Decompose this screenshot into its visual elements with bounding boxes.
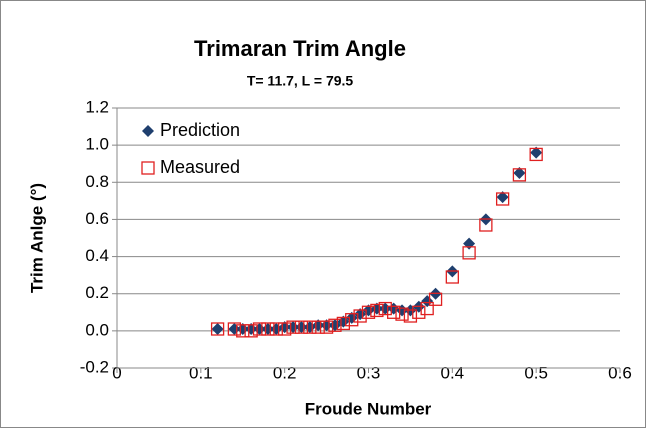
square-marker	[479, 218, 493, 232]
square-marker	[445, 270, 459, 284]
square-marker	[462, 246, 476, 260]
square-marker	[328, 318, 342, 332]
square-marker	[210, 322, 225, 336]
square-marker	[403, 309, 418, 323]
square-marker	[428, 292, 443, 306]
diamond-marker	[211, 323, 224, 335]
y-tick-label: 0.8	[85, 172, 109, 191]
square-marker	[370, 303, 384, 318]
square-marker	[319, 320, 334, 334]
y-tick-label: 0.4	[85, 246, 109, 265]
square-marker	[386, 305, 401, 319]
square-marker	[236, 324, 250, 338]
square-marker	[336, 316, 351, 331]
square-marker	[395, 307, 409, 321]
square-marker	[412, 305, 426, 319]
legend-label: Prediction	[160, 120, 240, 140]
square-marker	[269, 322, 283, 336]
square-marker	[361, 305, 376, 319]
square-marker	[252, 322, 267, 336]
y-tick-label: 0.2	[85, 283, 109, 302]
y-tick-label: 0.6	[85, 209, 109, 228]
square-marker	[286, 320, 300, 334]
legend-marker	[141, 161, 155, 175]
chart-title: Trimaran Trim Angle	[194, 36, 406, 61]
square-marker	[529, 147, 543, 162]
square-marker	[244, 324, 258, 338]
chart-subtitle: T= 11.7, L = 79.5	[247, 73, 354, 89]
diamond-marker	[530, 146, 543, 159]
square-marker	[378, 301, 392, 316]
square-marker	[311, 320, 325, 334]
diamond-marker	[496, 191, 509, 204]
square-marker	[495, 192, 510, 206]
y-tick-label: 1.2	[85, 97, 109, 116]
square-marker	[261, 322, 275, 336]
square-marker	[278, 322, 292, 336]
legend-marker	[142, 125, 154, 137]
square-marker	[345, 313, 359, 327]
legend-label: Measured	[160, 157, 240, 177]
y-tick-label: 0.0	[85, 320, 109, 339]
square-marker	[353, 309, 367, 323]
x-axis-label: Froude Number	[305, 399, 432, 418]
square-marker	[420, 301, 434, 316]
square-marker	[294, 320, 309, 334]
diamond-marker	[513, 167, 526, 179]
y-tick-label: 1.0	[85, 135, 109, 154]
y-tick-label: -0.2	[80, 357, 109, 376]
y-axis-label: Trim Anlge (°)	[27, 183, 46, 293]
square-marker	[512, 168, 527, 182]
square-marker	[227, 322, 242, 336]
square-marker	[303, 320, 317, 334]
